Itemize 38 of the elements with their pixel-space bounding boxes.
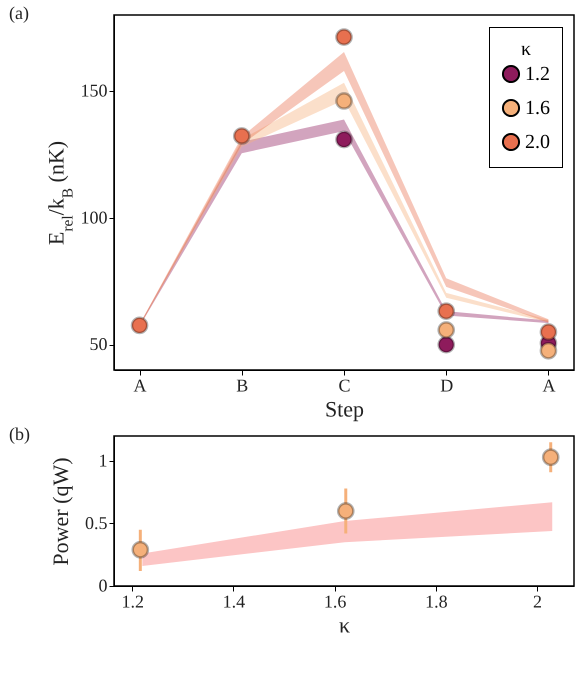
point — [336, 502, 355, 520]
y-tick-label: 1 — [98, 450, 108, 470]
x-tick-label: D — [440, 376, 454, 396]
point — [542, 448, 560, 466]
x-tick-label: C — [338, 376, 351, 396]
x-tick-label: 1.4 — [222, 592, 246, 612]
legend-label: 1.2 — [525, 63, 550, 85]
point — [232, 127, 251, 145]
x-tick-label: 1.2 — [121, 592, 144, 612]
x-axis-title: κ — [338, 612, 350, 638]
y-tick-label: 150 — [80, 80, 108, 101]
y-tick-label: 100 — [80, 207, 108, 228]
legend-title: κ — [520, 38, 532, 60]
legend-label: 1.6 — [525, 97, 550, 119]
y-axis-title: Power (qW) — [48, 457, 73, 566]
point — [335, 130, 353, 148]
point — [130, 316, 148, 334]
x-tick-label: 1.6 — [324, 592, 346, 612]
point — [540, 323, 558, 341]
point — [437, 321, 456, 339]
chart-title: (a) — [9, 3, 29, 23]
point — [437, 302, 456, 320]
x-tick-label: 2 — [533, 592, 542, 612]
legend-label: 2.0 — [525, 131, 550, 153]
chart-title: (b) — [9, 424, 30, 444]
y-tick-label: 0 — [98, 576, 108, 596]
point — [437, 336, 456, 354]
y-tick-label: 0.5 — [85, 513, 108, 533]
x-tick-label: B — [236, 376, 248, 396]
x-tick-label: A — [542, 376, 556, 396]
point — [131, 540, 150, 559]
y-tick-label: 50 — [90, 334, 108, 354]
point — [335, 28, 353, 46]
x-tick-label: 1.8 — [425, 592, 448, 612]
point — [540, 342, 558, 360]
x-axis-title: Step — [324, 396, 364, 422]
point — [335, 92, 353, 110]
x-tick-label: A — [134, 376, 147, 396]
